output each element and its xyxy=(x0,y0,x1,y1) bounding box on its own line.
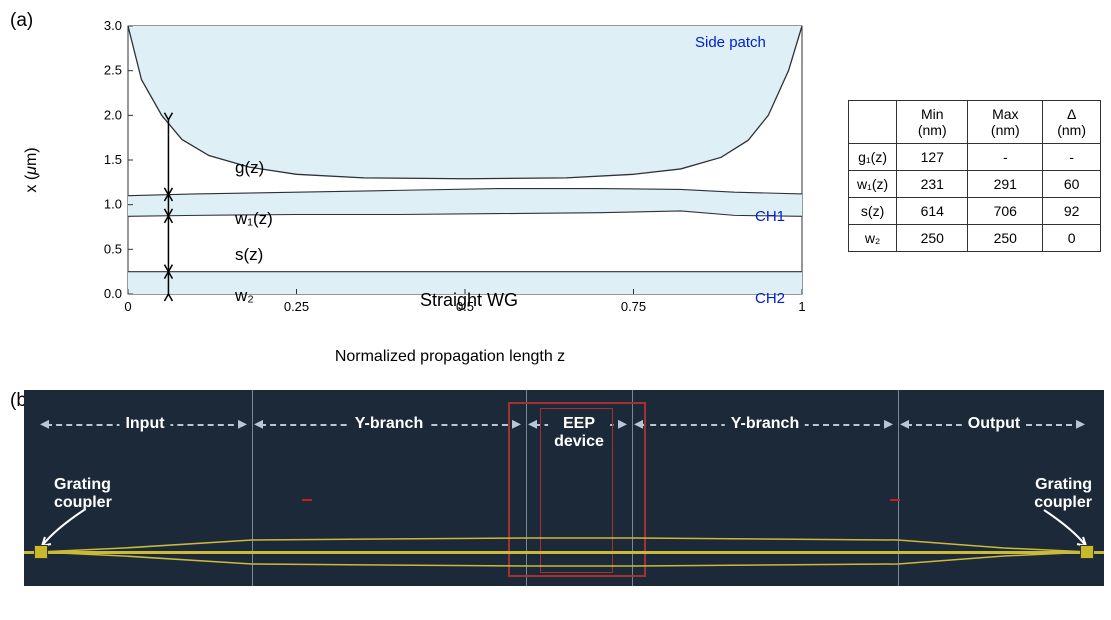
table-cell: 291 xyxy=(968,171,1043,198)
chart-a-plot: 0.00.51.01.52.02.53.000.250.50.751 xyxy=(90,20,810,320)
table-header xyxy=(849,101,897,144)
svg-text:0.0: 0.0 xyxy=(104,286,122,301)
annot-straightwg: Straight WG xyxy=(420,290,518,311)
table-header: Δ (nm) xyxy=(1043,101,1101,144)
section-label: Input xyxy=(119,415,170,433)
svg-text:2.5: 2.5 xyxy=(104,63,122,78)
table-cell: 250 xyxy=(897,225,968,252)
table-row: w₁(z)23129160 xyxy=(849,171,1101,198)
chart-a-svg: 0.00.51.01.52.02.53.000.250.50.751 xyxy=(90,20,810,320)
y-axis-label: x (μm) xyxy=(23,147,41,192)
svg-text:3.0: 3.0 xyxy=(104,20,122,33)
svg-text:0.5: 0.5 xyxy=(104,241,122,256)
grating-right xyxy=(1080,545,1094,559)
annot-w2: w₂ xyxy=(235,286,254,306)
svg-text:1.5: 1.5 xyxy=(104,152,122,167)
annot-ch1: CH1 xyxy=(755,208,785,225)
annot-sidepatch: Side patch xyxy=(695,34,766,51)
svg-text:2.0: 2.0 xyxy=(104,107,122,122)
eep-inner-box xyxy=(540,408,613,573)
section-label: Output xyxy=(962,415,1026,433)
table-cell: 231 xyxy=(897,171,968,198)
x-axis-label: Normalized propagation length z xyxy=(335,348,565,366)
arrow-right-icon xyxy=(1044,510,1086,546)
arrow-left-icon xyxy=(42,510,84,546)
section-label: Y-branch xyxy=(725,415,805,433)
table-cell: 127 xyxy=(897,144,968,171)
table-cell: 250 xyxy=(968,225,1043,252)
table-row: w₂2502500 xyxy=(849,225,1101,252)
annot-w1z: w₁(z) xyxy=(235,209,273,229)
table-cell: - xyxy=(1043,144,1101,171)
caret-left-icon: ◂ xyxy=(254,413,263,434)
table-cell: w₂ xyxy=(849,225,897,252)
table-cell: 92 xyxy=(1043,198,1101,225)
svg-text:0: 0 xyxy=(124,299,131,314)
table-cell: 614 xyxy=(897,198,968,225)
table-header: Min (nm) xyxy=(897,101,968,144)
caret-right-icon: ▸ xyxy=(1076,413,1085,434)
section-divider xyxy=(898,390,899,586)
table-cell: s(z) xyxy=(849,198,897,225)
table-cell: g₁(z) xyxy=(849,144,897,171)
svg-text:0.25: 0.25 xyxy=(284,299,309,314)
table-row: s(z)61470692 xyxy=(849,198,1101,225)
svg-text:1: 1 xyxy=(798,299,805,314)
caret-right-icon: ▸ xyxy=(238,413,247,434)
parameter-table: Min (nm)Max (nm)Δ (nm) g₁(z)127--w₁(z)23… xyxy=(848,100,1101,252)
waveguide-main xyxy=(24,551,1104,554)
annot-ch2: CH2 xyxy=(755,290,785,307)
table-row: g₁(z)127-- xyxy=(849,144,1101,171)
table-cell: 0 xyxy=(1043,225,1101,252)
table-cell: 706 xyxy=(968,198,1043,225)
svg-text:1.0: 1.0 xyxy=(104,197,122,212)
caret-left-icon: ◂ xyxy=(900,413,909,434)
annot-sz: s(z) xyxy=(235,245,263,265)
table-cell: 60 xyxy=(1043,171,1101,198)
table-header: Max (nm) xyxy=(968,101,1043,144)
grating-left xyxy=(34,545,48,559)
section-label: Y-branch xyxy=(349,415,429,433)
svg-text:0.75: 0.75 xyxy=(621,299,646,314)
grating-label-right: Gratingcoupler xyxy=(1034,476,1092,512)
table-cell: w₁(z) xyxy=(849,171,897,198)
section-divider xyxy=(252,390,253,586)
grating-label-left: Gratingcoupler xyxy=(54,476,112,512)
panel-b: ◂▸Input◂▸Y-branch◂▸EEPdevice◂▸Y-branch◂▸… xyxy=(24,390,1104,586)
caret-right-icon: ▸ xyxy=(884,413,893,434)
annot-gz: g(z) xyxy=(235,158,264,178)
caret-left-icon: ◂ xyxy=(40,413,49,434)
table-cell: - xyxy=(968,144,1043,171)
